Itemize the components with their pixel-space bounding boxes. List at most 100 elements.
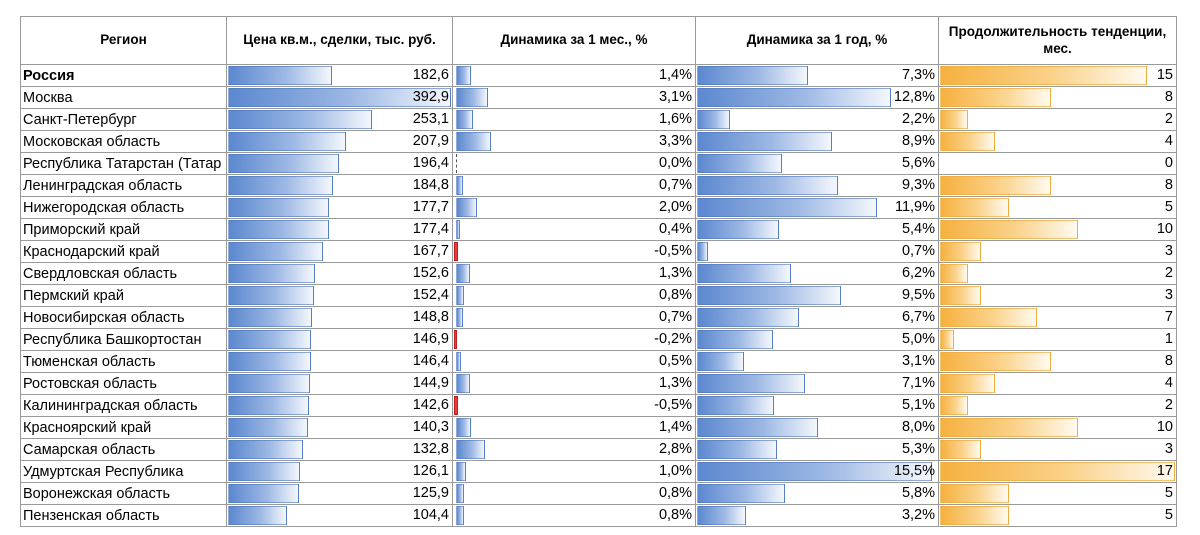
year-cell[interactable]: 8,0% — [695, 416, 939, 439]
year-cell[interactable]: 5,1% — [695, 394, 939, 417]
duration-cell[interactable]: 8 — [938, 86, 1177, 109]
month-cell[interactable]: 2,8% — [452, 438, 696, 461]
price-cell[interactable]: 392,9 — [226, 86, 453, 109]
price-cell[interactable]: 253,1 — [226, 108, 453, 131]
month-cell[interactable]: 1,6% — [452, 108, 696, 131]
duration-cell[interactable]: 4 — [938, 372, 1177, 395]
price-cell[interactable]: 148,8 — [226, 306, 453, 329]
year-cell[interactable]: 11,9% — [695, 196, 939, 219]
region-cell[interactable]: Тюменская область — [20, 350, 227, 373]
region-cell[interactable]: Ростовская область — [20, 372, 227, 395]
year-cell[interactable]: 5,0% — [695, 328, 939, 351]
year-cell[interactable]: 8,9% — [695, 130, 939, 153]
region-cell[interactable]: Калининградская область — [20, 394, 227, 417]
year-cell[interactable]: 6,2% — [695, 262, 939, 285]
month-cell[interactable]: 3,1% — [452, 86, 696, 109]
duration-cell[interactable]: 7 — [938, 306, 1177, 329]
duration-cell[interactable]: 1 — [938, 328, 1177, 351]
region-cell[interactable]: Краснодарский край — [20, 240, 227, 263]
price-cell[interactable]: 146,4 — [226, 350, 453, 373]
duration-cell[interactable]: 5 — [938, 196, 1177, 219]
region-cell[interactable]: Санкт-Петербург — [20, 108, 227, 131]
month-cell[interactable]: 1,3% — [452, 372, 696, 395]
year-cell[interactable]: 7,1% — [695, 372, 939, 395]
year-cell[interactable]: 0,7% — [695, 240, 939, 263]
region-cell[interactable]: Воронежская область — [20, 482, 227, 505]
year-cell[interactable]: 9,3% — [695, 174, 939, 197]
month-cell[interactable]: 2,0% — [452, 196, 696, 219]
month-cell[interactable]: 0,7% — [452, 174, 696, 197]
duration-cell[interactable]: 2 — [938, 108, 1177, 131]
duration-cell[interactable]: 17 — [938, 460, 1177, 483]
month-cell[interactable]: 0,8% — [452, 482, 696, 505]
month-cell[interactable]: 1,4% — [452, 416, 696, 439]
duration-cell[interactable]: 5 — [938, 504, 1177, 527]
year-cell[interactable]: 3,1% — [695, 350, 939, 373]
year-cell[interactable]: 7,3% — [695, 64, 939, 87]
year-cell[interactable]: 5,3% — [695, 438, 939, 461]
duration-cell[interactable]: 2 — [938, 394, 1177, 417]
region-cell[interactable]: Удмуртская Республика — [20, 460, 227, 483]
year-cell[interactable]: 5,8% — [695, 482, 939, 505]
price-cell[interactable]: 146,9 — [226, 328, 453, 351]
duration-cell[interactable]: 3 — [938, 240, 1177, 263]
year-cell[interactable]: 5,6% — [695, 152, 939, 175]
price-cell[interactable]: 184,8 — [226, 174, 453, 197]
price-cell[interactable]: 152,4 — [226, 284, 453, 307]
region-cell[interactable]: Республика Татарстан (Татар — [20, 152, 227, 175]
duration-cell[interactable]: 8 — [938, 350, 1177, 373]
year-cell[interactable]: 12,8% — [695, 86, 939, 109]
year-cell[interactable]: 9,5% — [695, 284, 939, 307]
year-cell[interactable]: 15,5% — [695, 460, 939, 483]
duration-cell[interactable]: 3 — [938, 284, 1177, 307]
year-cell[interactable]: 3,2% — [695, 504, 939, 527]
price-cell[interactable]: 132,8 — [226, 438, 453, 461]
duration-cell[interactable]: 10 — [938, 416, 1177, 439]
region-cell[interactable]: Нижегородская область — [20, 196, 227, 219]
price-cell[interactable]: 144,9 — [226, 372, 453, 395]
region-cell[interactable]: Россия — [20, 64, 227, 87]
year-cell[interactable]: 6,7% — [695, 306, 939, 329]
duration-cell[interactable]: 3 — [938, 438, 1177, 461]
month-cell[interactable]: 0,7% — [452, 306, 696, 329]
price-cell[interactable]: 207,9 — [226, 130, 453, 153]
duration-cell[interactable]: 4 — [938, 130, 1177, 153]
month-cell[interactable]: 1,4% — [452, 64, 696, 87]
region-cell[interactable]: Новосибирская область — [20, 306, 227, 329]
duration-cell[interactable]: 2 — [938, 262, 1177, 285]
price-cell[interactable]: 177,4 — [226, 218, 453, 241]
duration-cell[interactable]: 15 — [938, 64, 1177, 87]
region-cell[interactable]: Пермский край — [20, 284, 227, 307]
price-cell[interactable]: 125,9 — [226, 482, 453, 505]
price-cell[interactable]: 167,7 — [226, 240, 453, 263]
region-cell[interactable]: Пензенская область — [20, 504, 227, 527]
month-cell[interactable]: 0,0% — [452, 152, 696, 175]
duration-cell[interactable]: 5 — [938, 482, 1177, 505]
month-cell[interactable]: 1,3% — [452, 262, 696, 285]
price-cell[interactable]: 177,7 — [226, 196, 453, 219]
region-cell[interactable]: Республика Башкортостан — [20, 328, 227, 351]
month-cell[interactable]: 3,3% — [452, 130, 696, 153]
region-cell[interactable]: Приморский край — [20, 218, 227, 241]
price-cell[interactable]: 152,6 — [226, 262, 453, 285]
month-cell[interactable]: 0,8% — [452, 284, 696, 307]
duration-cell[interactable]: 8 — [938, 174, 1177, 197]
region-cell[interactable]: Ленинградская область — [20, 174, 227, 197]
year-cell[interactable]: 5,4% — [695, 218, 939, 241]
month-cell[interactable]: 0,4% — [452, 218, 696, 241]
month-cell[interactable]: 0,8% — [452, 504, 696, 527]
price-cell[interactable]: 182,6 — [226, 64, 453, 87]
price-cell[interactable]: 196,4 — [226, 152, 453, 175]
month-cell[interactable]: -0,5% — [452, 240, 696, 263]
year-cell[interactable]: 2,2% — [695, 108, 939, 131]
month-cell[interactable]: 1,0% — [452, 460, 696, 483]
price-cell[interactable]: 140,3 — [226, 416, 453, 439]
price-cell[interactable]: 142,6 — [226, 394, 453, 417]
month-cell[interactable]: -0,5% — [452, 394, 696, 417]
price-cell[interactable]: 126,1 — [226, 460, 453, 483]
month-cell[interactable]: 0,5% — [452, 350, 696, 373]
region-cell[interactable]: Москва — [20, 86, 227, 109]
region-cell[interactable]: Красноярский край — [20, 416, 227, 439]
month-cell[interactable]: -0,2% — [452, 328, 696, 351]
duration-cell[interactable]: 0 — [938, 152, 1177, 175]
